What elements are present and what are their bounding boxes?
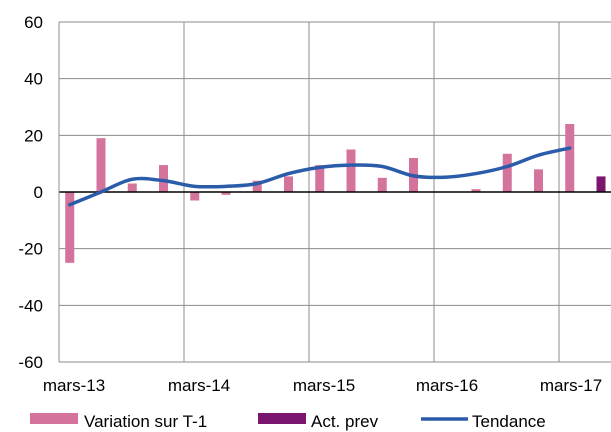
bar-variation — [471, 189, 481, 192]
bar-variation — [96, 138, 106, 192]
bar-variation — [190, 192, 200, 201]
y-tick-label: -20 — [18, 240, 43, 259]
bar-variation — [221, 192, 231, 195]
y-tick-labels: 60 40 20 0 -20 -40 -60 — [18, 13, 43, 372]
legend-swatch-act-prev — [258, 413, 306, 424]
bar-variation — [65, 192, 75, 263]
y-tick-label: -60 — [18, 353, 43, 372]
bar-act-prev — [596, 176, 606, 192]
bar-variation — [252, 180, 262, 192]
legend-label-act-prev: Act. prev — [311, 412, 379, 431]
x-tick-label: mars-13 — [43, 376, 105, 395]
bar-variation — [127, 183, 137, 192]
bar-variation — [284, 176, 293, 192]
x-tick-label: mars-17 — [540, 376, 602, 395]
y-tick-label: 20 — [24, 126, 43, 145]
legend-swatch-variation — [30, 413, 78, 424]
bar-variation — [377, 177, 387, 192]
y-tick-label: 0 — [34, 183, 43, 202]
x-tick-labels: mars-13 mars-14 mars-15 mars-16 mars-17 — [43, 376, 602, 395]
y-tick-label: 60 — [24, 13, 43, 32]
x-tick-label: mars-15 — [293, 376, 355, 395]
x-tick-label: mars-16 — [416, 376, 478, 395]
bars — [65, 124, 606, 263]
legend-label-variation: Variation sur T-1 — [84, 412, 207, 431]
bar-variation — [159, 165, 168, 192]
legend: Variation sur T-1 Act. prev Tendance — [30, 412, 546, 431]
y-tick-label: 40 — [24, 70, 43, 89]
trend-line — [68, 146, 572, 207]
bar-variation — [346, 149, 356, 192]
bar-variation — [534, 169, 543, 192]
legend-label-tendance: Tendance — [472, 412, 546, 431]
x-tick-label: mars-14 — [168, 376, 230, 395]
bar-variation — [315, 165, 325, 192]
y-tick-label: -40 — [18, 296, 43, 315]
bar-variation — [502, 153, 512, 192]
bar-variation — [565, 124, 575, 192]
